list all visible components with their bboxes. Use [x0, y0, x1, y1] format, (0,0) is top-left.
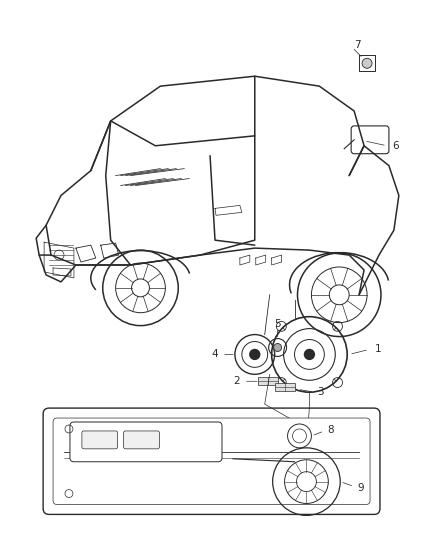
Text: 3: 3	[318, 387, 324, 397]
FancyBboxPatch shape	[53, 418, 370, 504]
Circle shape	[274, 343, 282, 351]
FancyBboxPatch shape	[275, 383, 294, 391]
Text: 6: 6	[392, 141, 399, 151]
FancyBboxPatch shape	[43, 408, 380, 514]
Circle shape	[250, 350, 260, 359]
FancyBboxPatch shape	[124, 431, 159, 449]
Text: 9: 9	[357, 482, 364, 492]
FancyBboxPatch shape	[70, 422, 222, 462]
Text: 5: 5	[274, 319, 281, 329]
Circle shape	[362, 58, 372, 68]
FancyBboxPatch shape	[82, 431, 118, 449]
FancyBboxPatch shape	[351, 126, 389, 154]
Text: 4: 4	[212, 350, 218, 359]
Text: 1: 1	[375, 344, 381, 354]
Text: 2: 2	[233, 376, 240, 386]
FancyBboxPatch shape	[258, 377, 278, 385]
Text: 7: 7	[354, 41, 360, 51]
Circle shape	[304, 350, 314, 359]
Text: 8: 8	[327, 425, 334, 435]
